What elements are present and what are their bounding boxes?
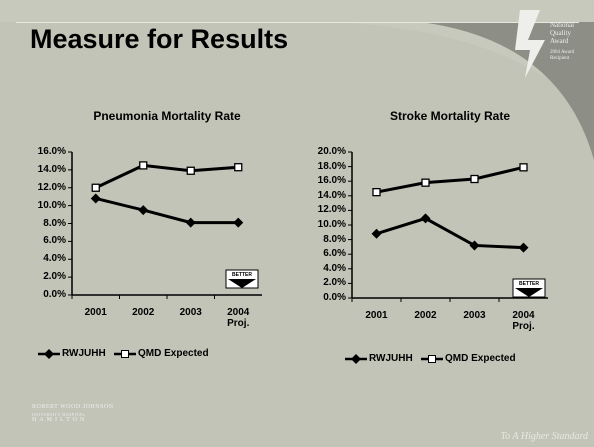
bg xyxy=(0,22,594,447)
chart-title: Stroke Mortality Rate xyxy=(389,109,511,123)
x-tick-label: 2002 xyxy=(414,310,437,321)
x-tick-label: 2001 xyxy=(84,307,107,318)
y-tick-label: 14.0% xyxy=(317,189,346,201)
legend-label: RWJUHH xyxy=(369,353,413,364)
y-tick-label: 16.0% xyxy=(317,175,346,187)
marker xyxy=(138,205,149,216)
marker xyxy=(372,187,381,197)
y-tick-label: 12.0% xyxy=(37,181,66,193)
marker xyxy=(186,166,195,175)
award-text: Award xyxy=(550,37,569,45)
legend-marker xyxy=(44,349,54,359)
legend-marker xyxy=(351,354,361,364)
series-line xyxy=(95,163,239,190)
award-text: 2004 Award Recipient xyxy=(550,50,575,61)
y-tick-label: 18.0% xyxy=(317,160,346,172)
y-tick-label: 14.0% xyxy=(37,163,66,175)
badge-text: BETTER xyxy=(232,272,252,278)
marker xyxy=(420,213,431,224)
award-text: National xyxy=(550,21,575,29)
y-tick-label: 20.0% xyxy=(317,146,346,157)
legend-marker xyxy=(121,350,129,358)
award-logo xyxy=(515,10,545,78)
badge-text: BETTER xyxy=(519,281,539,287)
legend-label: QMD Expected xyxy=(138,348,209,359)
bg-curve xyxy=(420,22,594,160)
marker xyxy=(421,178,430,187)
y-tick-label: 2.0% xyxy=(323,277,346,289)
x-tick-label: 2004 Proj. xyxy=(512,310,535,332)
logo-text: ROBERT WOOD JOHNSON xyxy=(32,404,114,410)
legend-label: RWJUHH xyxy=(62,348,106,359)
y-tick-label: 0.0% xyxy=(43,289,66,300)
marker xyxy=(371,228,382,239)
series-line xyxy=(376,216,524,250)
badge-arrow xyxy=(515,288,543,297)
marker xyxy=(518,242,529,253)
y-tick-label: 8.0% xyxy=(323,233,346,245)
x-tick-label: 2003 xyxy=(179,307,202,318)
x-tick-label: 2004 Proj. xyxy=(227,307,250,329)
footer: To A Higher Standard xyxy=(500,431,588,442)
marker xyxy=(90,193,101,204)
marker xyxy=(519,163,528,172)
y-tick-label: 4.0% xyxy=(43,253,66,265)
legend-label: QMD Expected xyxy=(445,353,516,364)
award-text: Quality xyxy=(550,29,571,37)
y-tick-label: 6.0% xyxy=(43,235,66,247)
x-tick-label: 2001 xyxy=(365,310,388,321)
y-tick-label: 10.0% xyxy=(317,219,346,230)
series-line xyxy=(376,165,524,194)
top-rule xyxy=(16,22,579,23)
y-tick-label: 0.0% xyxy=(323,292,346,303)
marker xyxy=(233,217,244,228)
legend-marker xyxy=(428,355,436,363)
marker xyxy=(469,240,480,251)
marker xyxy=(91,183,100,192)
y-tick-label: 10.0% xyxy=(37,199,66,211)
y-tick-label: 12.0% xyxy=(317,204,346,216)
marker xyxy=(185,217,196,228)
chart-title: Pneumonia Mortality Rate xyxy=(93,109,241,123)
logo-text: UNIVERSITY HOSPITAL xyxy=(32,412,86,417)
slide-title: Measure for Results xyxy=(30,24,289,54)
logo-text: HAMILTON xyxy=(32,417,88,423)
y-tick-label: 4.0% xyxy=(323,262,346,274)
y-tick-label: 6.0% xyxy=(323,248,346,260)
y-tick-label: 8.0% xyxy=(43,217,66,229)
y-tick-label: 2.0% xyxy=(43,271,66,283)
series-line xyxy=(95,197,239,225)
marker xyxy=(234,163,243,172)
marker xyxy=(139,161,148,170)
marker xyxy=(470,174,479,184)
y-tick-label: 16.0% xyxy=(37,146,66,157)
x-tick-label: 2002 xyxy=(132,307,155,318)
badge-arrow xyxy=(228,279,256,288)
x-tick-label: 2003 xyxy=(463,310,486,321)
